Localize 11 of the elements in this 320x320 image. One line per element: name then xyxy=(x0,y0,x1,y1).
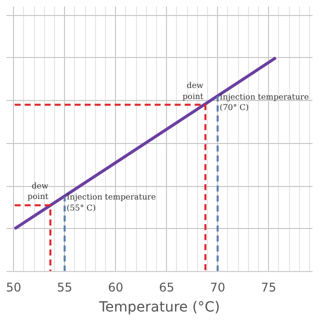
x-tick-label: 60 xyxy=(108,280,124,294)
x-tick-label: 50 xyxy=(6,280,22,294)
annotation: Injection temperature (55° C) xyxy=(66,192,156,212)
annotation: dew point xyxy=(27,181,50,202)
x-tick-label: 65 xyxy=(159,280,174,294)
x-tick-label: 55 xyxy=(57,280,72,294)
x-tick-label: 70 xyxy=(210,280,226,294)
annotation: Injection temperature (70° C) xyxy=(220,92,310,112)
x-axis-title: Temperature (°C) xyxy=(98,300,220,316)
x-tick-label: 75 xyxy=(261,280,276,294)
annotation: dew point xyxy=(182,81,204,101)
